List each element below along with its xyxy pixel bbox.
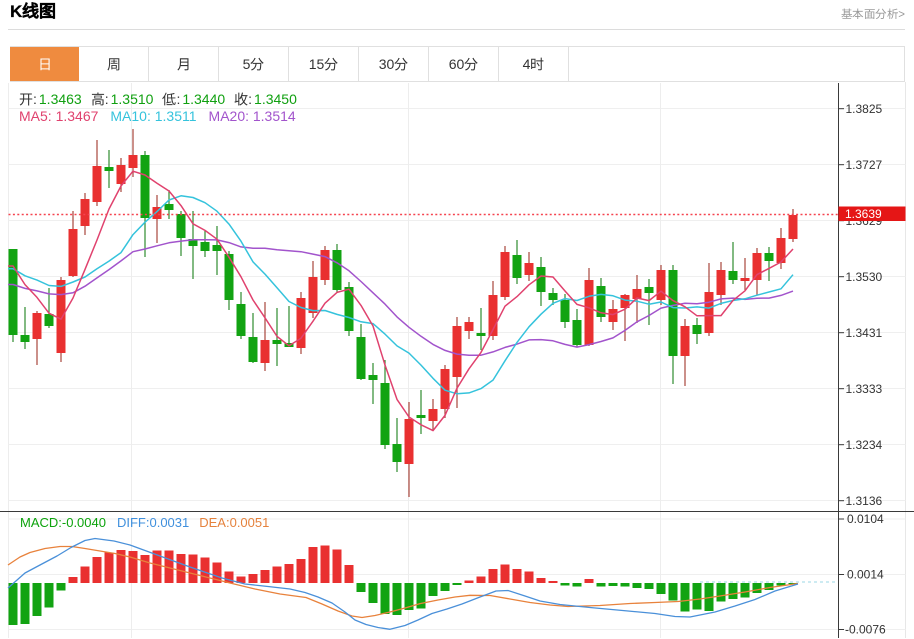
- svg-text:1.3333: 1.3333: [846, 382, 883, 396]
- svg-text:1.3727: 1.3727: [846, 158, 883, 172]
- svg-text:1.3639: 1.3639: [845, 207, 882, 221]
- svg-text:1.3825: 1.3825: [846, 102, 883, 116]
- svg-text:-0.0076: -0.0076: [845, 623, 886, 637]
- svg-text:0.0014: 0.0014: [847, 568, 884, 582]
- svg-text:1.3136: 1.3136: [846, 494, 883, 508]
- svg-text:1.3234: 1.3234: [846, 438, 883, 452]
- svg-text:1.3530: 1.3530: [846, 270, 883, 284]
- svg-text:1.3431: 1.3431: [846, 326, 883, 340]
- svg-text:0.0104: 0.0104: [847, 512, 884, 526]
